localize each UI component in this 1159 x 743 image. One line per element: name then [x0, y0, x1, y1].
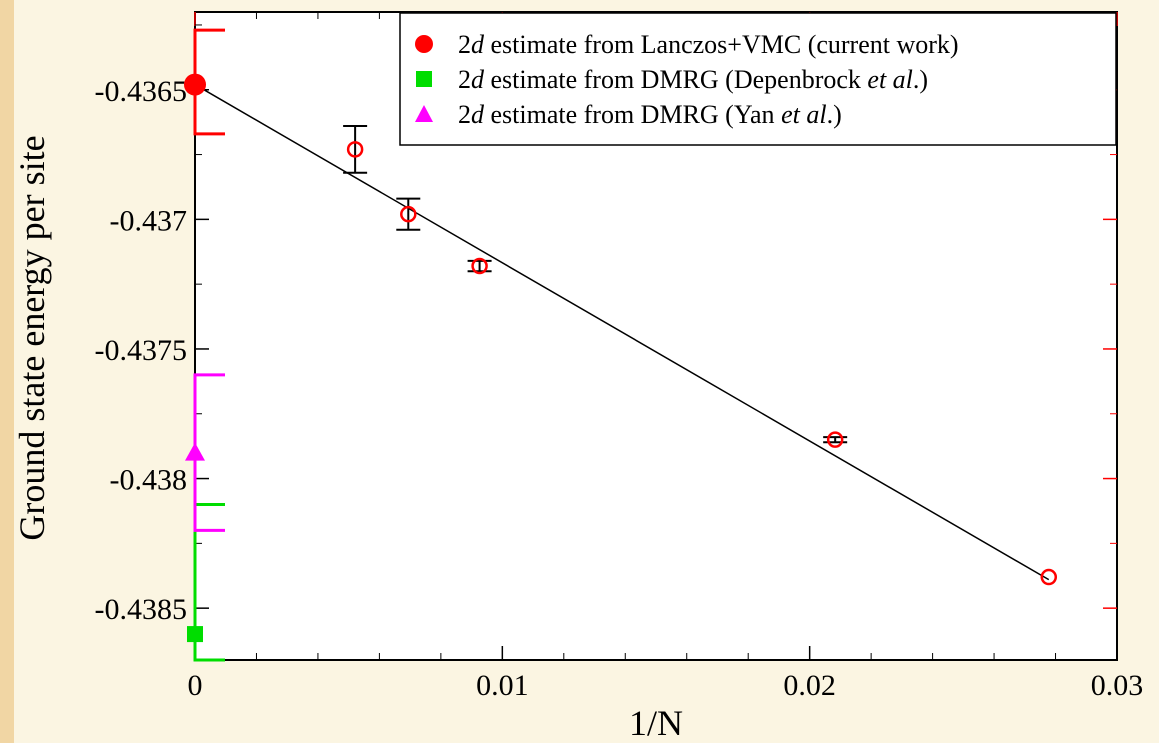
- y-tick-label: -0.4385: [95, 593, 188, 626]
- x-tick-label: 0.01: [476, 669, 529, 702]
- legend-label: 2d estimate from Lanczos+VMC (current wo…: [458, 30, 959, 59]
- legend-marker-circle: [415, 35, 433, 53]
- estimate-errorbar: [193, 502, 225, 662]
- x-axis-label: 1/N: [629, 703, 683, 743]
- y-axis-label: Ground state energy per site: [12, 135, 52, 540]
- y-tick-label: -0.4375: [95, 334, 188, 367]
- legend-box: [399, 12, 1117, 146]
- x-tick-label: 0: [188, 669, 203, 702]
- data-point: [471, 257, 488, 275]
- legend-marker-triangle: [415, 105, 433, 122]
- legend-label: 2d estimate from DMRG (Yan et al.): [458, 100, 842, 129]
- y-tick-label: -0.437: [110, 204, 188, 237]
- fit-line: [194, 83, 1050, 581]
- data-point: [826, 431, 844, 448]
- x-tick-label: 0.03: [1091, 669, 1144, 702]
- data-point: [400, 205, 417, 223]
- estimate-marker-circle: [184, 73, 206, 96]
- estimate-marker-square: [187, 626, 203, 643]
- data-point: [346, 141, 364, 158]
- x-tick-label: 0.02: [783, 669, 836, 702]
- legend-label: 2d estimate from DMRG (Depenbrock et al.…: [458, 65, 928, 94]
- legend-marker-square: [416, 71, 432, 87]
- data-point: [1040, 568, 1058, 586]
- background-strip: [0, 0, 14, 743]
- estimate-marker-triangle: [185, 442, 205, 461]
- y-tick-label: -0.438: [110, 464, 188, 497]
- y-tick-label: -0.4365: [95, 75, 188, 108]
